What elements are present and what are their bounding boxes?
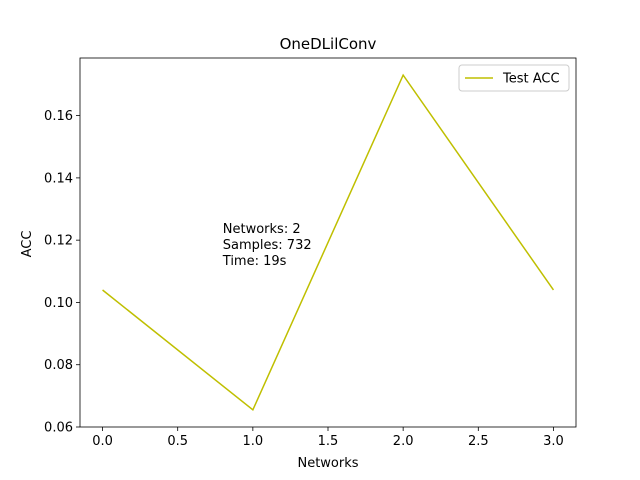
series-line-0 (102, 73, 555, 412)
y-tick-label: 0.16 (44, 109, 73, 124)
chart-title: OneDLilConv (280, 35, 377, 53)
y-tick-label: 0.12 (44, 234, 73, 249)
y-tick-label: 0.08 (44, 358, 73, 373)
x-tick-label: 1.5 (318, 434, 339, 449)
x-tick-label: 1.0 (243, 434, 264, 449)
axes-frame (79, 57, 577, 428)
x-tick-label: 0.5 (167, 434, 188, 449)
y-tick-label: 0.10 (44, 296, 73, 311)
plot-area: 0.0 0.5 1.0 1.5 2.0 2.5 3.0 0.06 0.08 0.10 0.12 0.1… (44, 57, 577, 449)
x-tick-label: 2.0 (393, 434, 414, 449)
x-tick-label: 2.5 (468, 434, 489, 449)
y-tick-label: 0.14 (44, 171, 73, 186)
annotation-line-1: Samples: 732 (223, 238, 312, 253)
y-axis-label: ACC (20, 231, 35, 258)
legend-box (458, 64, 570, 92)
x-axis-label: Networks (297, 456, 358, 471)
legend-label: Test ACC (502, 72, 560, 87)
x-tick-label: 0.0 (92, 434, 113, 449)
annotation-line-2: Time: 19s (222, 254, 287, 269)
y-tick-label: 0.06 (44, 421, 73, 436)
annotation-line-0: Networks: 2 (223, 222, 301, 237)
x-tick-label: 3.0 (543, 434, 564, 449)
